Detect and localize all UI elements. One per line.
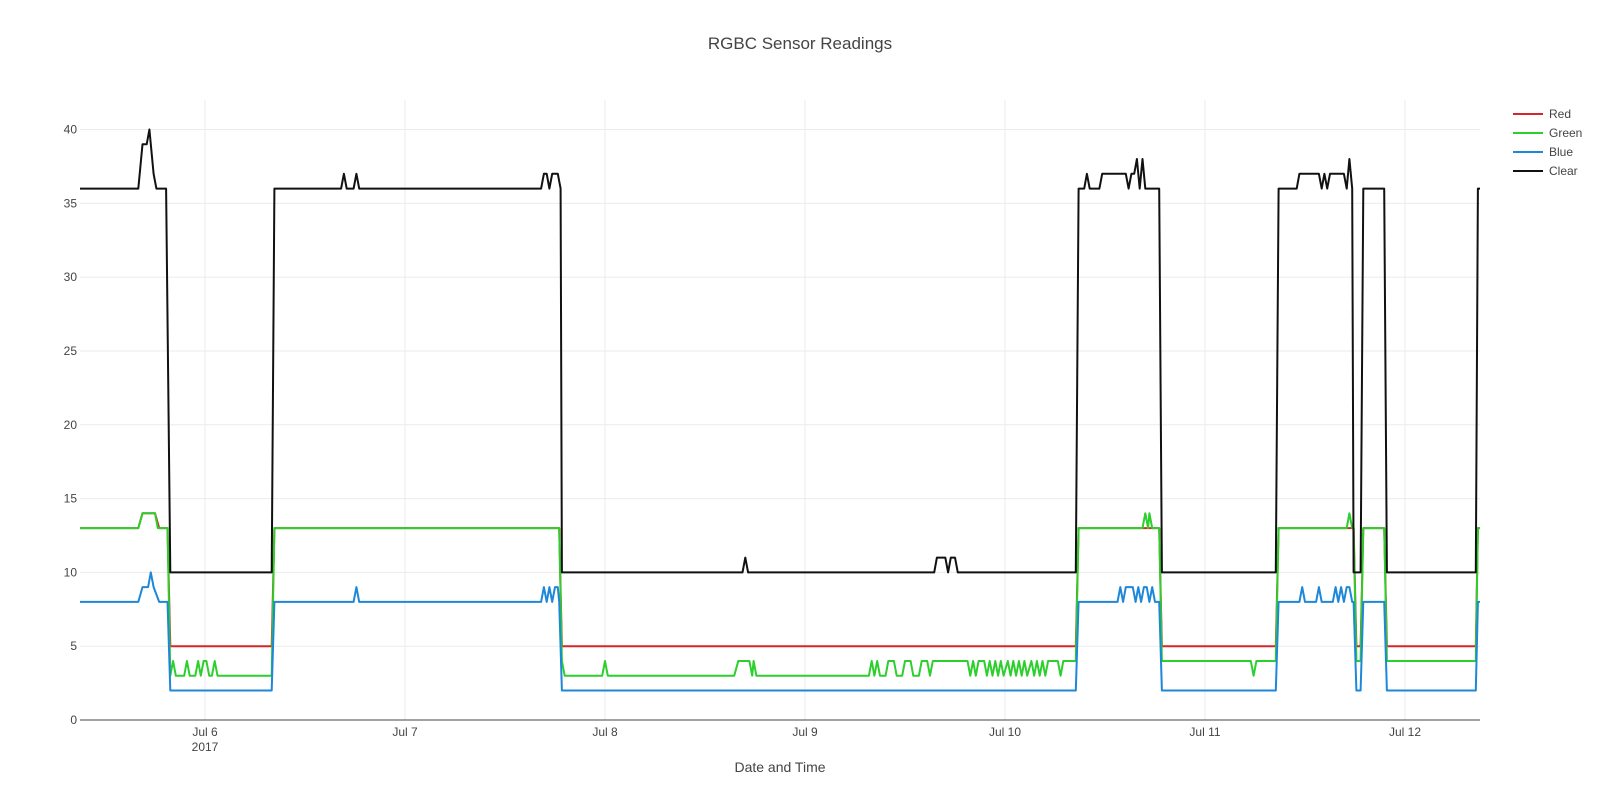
legend-item-clear[interactable]: Clear xyxy=(1513,164,1578,178)
y-tick-label: 25 xyxy=(64,344,78,358)
legend-label: Red xyxy=(1549,107,1571,121)
legend-label: Blue xyxy=(1549,145,1573,159)
legend-item-green[interactable]: Green xyxy=(1513,126,1582,140)
y-tick-label: 15 xyxy=(64,492,78,506)
series-line-red xyxy=(80,512,1480,648)
x-tick-label: Jul 11 xyxy=(1189,725,1220,739)
x-tick-label: Jul 12 xyxy=(1389,725,1421,739)
legend-label: Clear xyxy=(1549,164,1578,178)
legend-item-red[interactable]: Red xyxy=(1513,107,1571,121)
legend-label: Green xyxy=(1549,126,1582,140)
legend: Red Green Blue Clear xyxy=(1513,107,1582,178)
x-tick-label: Jul 9 xyxy=(792,725,818,739)
series-line-green xyxy=(80,512,1480,677)
x-tick-label: Jul 8 xyxy=(592,725,618,739)
x-tick-label: Jul 6 xyxy=(192,725,218,739)
series-line-clear xyxy=(80,128,1480,574)
series-lines xyxy=(80,128,1480,692)
gridlines xyxy=(80,100,1480,720)
y-tick-label: 40 xyxy=(64,123,78,137)
x-tick-sublabel: 2017 xyxy=(192,740,219,754)
y-tick-label: 20 xyxy=(64,418,78,432)
x-axis-title: Date and Time xyxy=(734,759,825,775)
y-tick-label: 0 xyxy=(70,713,77,727)
series-line-blue xyxy=(80,571,1480,692)
x-tick-label: Jul 7 xyxy=(392,725,418,739)
y-tick-label: 5 xyxy=(70,639,77,653)
x-tick-label: Jul 10 xyxy=(989,725,1021,739)
y-tick-label: 30 xyxy=(64,270,78,284)
y-tick-label: 10 xyxy=(64,565,78,579)
chart-title: RGBC Sensor Readings xyxy=(708,34,892,53)
legend-item-blue[interactable]: Blue xyxy=(1513,145,1573,159)
y-tick-label: 35 xyxy=(64,196,78,210)
